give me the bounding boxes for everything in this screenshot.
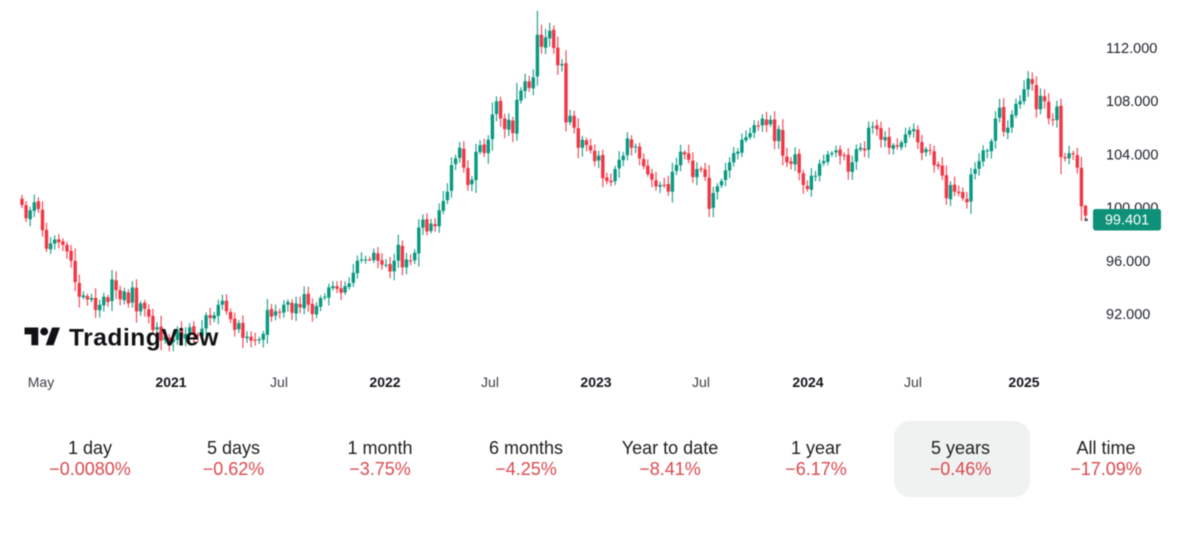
svg-text:99.401: 99.401 bbox=[1105, 213, 1149, 229]
svg-text:104.000: 104.000 bbox=[1106, 147, 1158, 163]
svg-text:Jul: Jul bbox=[270, 374, 288, 390]
svg-text:Jul: Jul bbox=[692, 374, 710, 390]
svg-text:Jul: Jul bbox=[481, 374, 499, 390]
svg-text:92.000: 92.000 bbox=[1106, 307, 1150, 323]
svg-text:Jul: Jul bbox=[904, 374, 922, 390]
svg-text:2021: 2021 bbox=[155, 374, 186, 390]
svg-text:2023: 2023 bbox=[580, 374, 611, 390]
svg-text:112.000: 112.000 bbox=[1106, 41, 1157, 57]
svg-text:2024: 2024 bbox=[792, 374, 823, 390]
svg-text:96.000: 96.000 bbox=[1106, 254, 1150, 270]
svg-text:TradingView: TradingView bbox=[69, 325, 219, 352]
svg-text:2025: 2025 bbox=[1008, 374, 1039, 390]
svg-text:May: May bbox=[28, 374, 54, 390]
svg-text:108.000: 108.000 bbox=[1106, 94, 1158, 110]
svg-text:2022: 2022 bbox=[369, 374, 400, 390]
